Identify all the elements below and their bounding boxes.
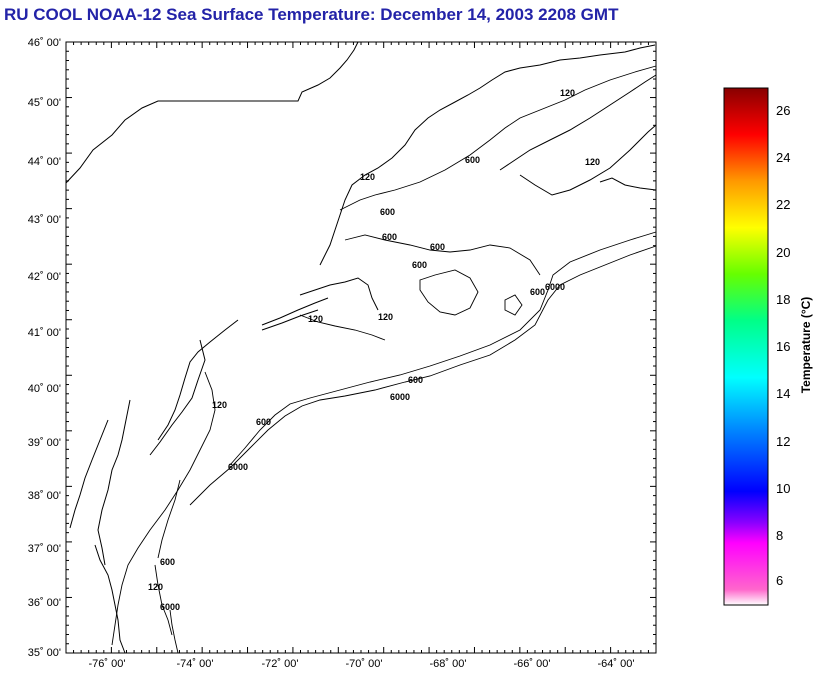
contour-label: 6000 — [160, 602, 180, 612]
map-title: RU COOL NOAA-12 Sea Surface Temperature:… — [4, 5, 619, 24]
colorbar-tick-label: 10 — [776, 481, 790, 496]
lat-tick-labels: 35˚ 00' 36˚ 00' 37˚ 00' 38˚ 00' 39˚ 00' … — [28, 37, 61, 659]
colorbar-tick-label: 22 — [776, 197, 790, 212]
contour-label: 120 — [378, 312, 393, 322]
contour-label: 600 — [408, 375, 423, 385]
lat-tick-label: 46˚ 00' — [28, 37, 61, 49]
lat-tick-label: 40˚ 00' — [28, 383, 61, 395]
lon-tick-label: -66˚ 00' — [514, 658, 551, 670]
bathymetry-contours — [111, 65, 657, 654]
lat-tick-label: 36˚ 00' — [28, 597, 61, 609]
contour-label: 120 — [308, 314, 323, 324]
contour-label: 600 — [256, 417, 271, 427]
colorbar-ticks: 6 8 10 12 14 16 18 20 22 24 26 — [776, 103, 790, 588]
contour-label: 600 — [430, 242, 445, 252]
lon-tick-labels: -76˚ 00' -74˚ 00' -72˚ 00' -70˚ 00' -68˚… — [89, 658, 635, 670]
lat-tick-label: 45˚ 00' — [28, 97, 61, 109]
colorbar-tick-label: 8 — [776, 528, 783, 543]
contour-label: 120 — [360, 172, 375, 182]
lon-tick-label: -76˚ 00' — [89, 658, 126, 670]
contour-label: 120 — [212, 400, 227, 410]
contour-label: 600 — [160, 557, 175, 567]
contour-label: 6000 — [545, 282, 565, 292]
colorbar-tick-label: 20 — [776, 245, 790, 260]
contour-labels: 120 120 120 120 120 120 120 600 600 600 … — [148, 88, 600, 612]
contour-label: 600 — [465, 155, 480, 165]
lon-tick-label: -64˚ 00' — [598, 658, 635, 670]
contour-label: 6000 — [390, 392, 410, 402]
lat-tick-label: 42˚ 00' — [28, 271, 61, 283]
colorbar-tick-label: 16 — [776, 339, 790, 354]
contour-label: 600 — [530, 287, 545, 297]
lon-tick-label: -74˚ 00' — [177, 658, 214, 670]
colorbar-tick-label: 14 — [776, 386, 790, 401]
lat-tick-label: 39˚ 00' — [28, 437, 61, 449]
map-frame — [65, 41, 657, 654]
colorbar-tick-label: 12 — [776, 434, 790, 449]
lon-tick-label: -72˚ 00' — [262, 658, 299, 670]
lat-tick-label: 41˚ 00' — [28, 327, 61, 339]
lat-tick-label: 44˚ 00' — [28, 156, 61, 168]
colorbar-tick-label: 24 — [776, 150, 790, 165]
colorbar-tick-label: 6 — [776, 573, 783, 588]
contour-label: 120 — [585, 157, 600, 167]
contour-label: 120 — [560, 88, 575, 98]
colorbar-tick-label: 18 — [776, 292, 790, 307]
axis-ticks — [65, 41, 657, 654]
lat-tick-label: 35˚ 00' — [28, 647, 61, 659]
contour-label: 600 — [382, 232, 397, 242]
contour-label: 6000 — [228, 462, 248, 472]
contour-label: 120 — [148, 582, 163, 592]
lon-tick-label: -68˚ 00' — [430, 658, 467, 670]
colorbar-title: Temperature (°C) — [799, 297, 813, 394]
lat-tick-label: 43˚ 00' — [28, 214, 61, 226]
lon-tick-label: -70˚ 00' — [346, 658, 383, 670]
contour-label: 600 — [380, 207, 395, 217]
contour-label: 600 — [412, 260, 427, 270]
colorbar-tick-label: 26 — [776, 103, 790, 118]
colorbar — [723, 87, 769, 606]
lat-tick-label: 37˚ 00' — [28, 543, 61, 555]
coastline — [65, 41, 657, 654]
lat-tick-label: 38˚ 00' — [28, 490, 61, 502]
